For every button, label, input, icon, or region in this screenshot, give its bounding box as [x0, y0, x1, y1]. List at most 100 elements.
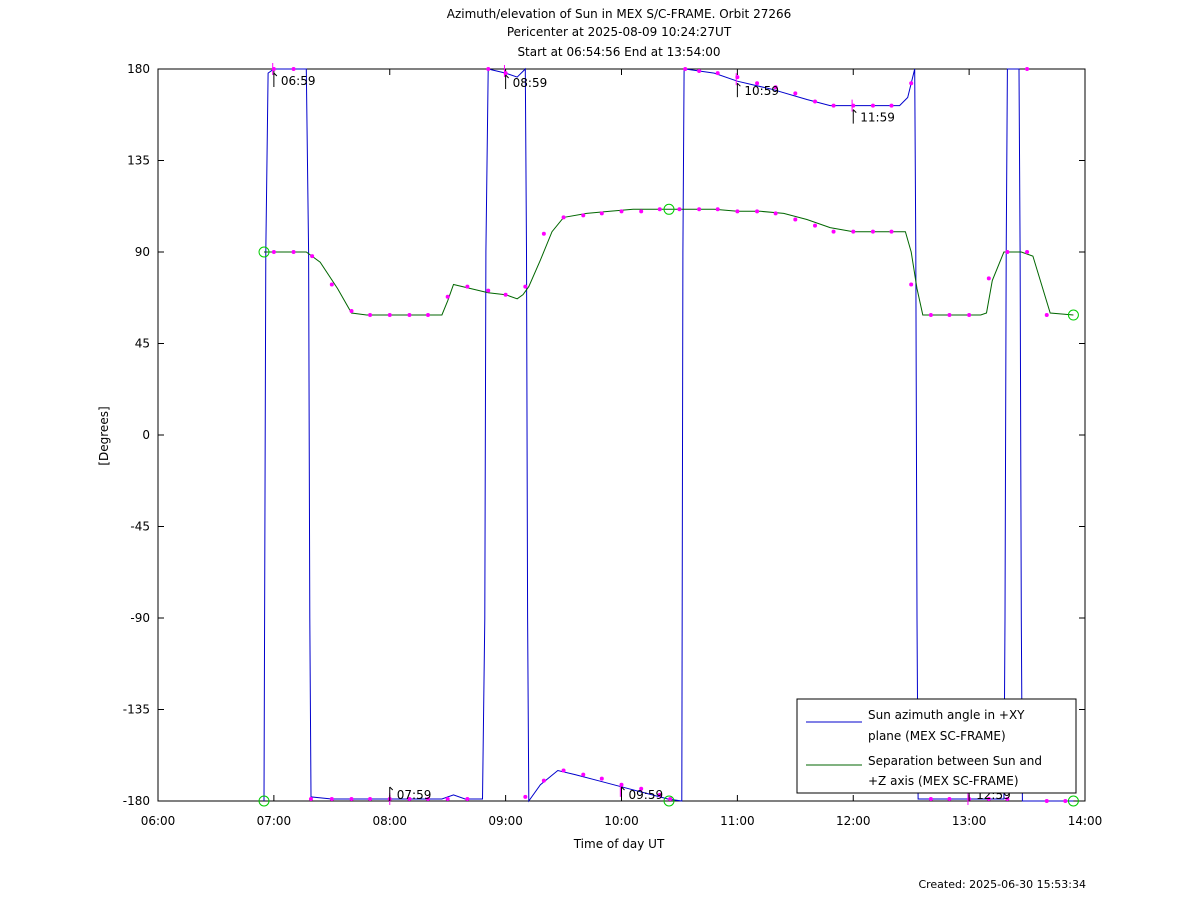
separation-data-point [928, 313, 933, 318]
azimuth-data-point [308, 796, 313, 801]
time-annotation-label: 07:59 [397, 788, 432, 802]
chart-title-line-1: Azimuth/elevation of Sun in MEX S/C-FRAM… [447, 7, 792, 21]
separation-data-point [425, 313, 430, 318]
azimuth-data-point [581, 772, 586, 777]
separation-data-point [986, 276, 991, 281]
azimuth-data-point [813, 99, 818, 104]
azimuth-data-point [683, 67, 688, 71]
azimuth-data-point [668, 796, 673, 801]
y-tick-label: -90 [130, 611, 150, 625]
series-line-azimuth [263, 67, 1074, 803]
chart-title-line-2: Pericenter at 2025-08-09 10:24:27UT [507, 25, 732, 39]
azimuth-data-point [928, 796, 933, 801]
y-tick-label: 135 [127, 154, 150, 168]
separation-data-point [541, 231, 546, 236]
event-circle-marker [663, 795, 675, 807]
separation-data-point [368, 313, 373, 318]
separation-data-point [329, 282, 334, 287]
azimuth-data-point [486, 67, 491, 71]
annotation-pointer-head [505, 74, 509, 79]
separation-data-point [773, 211, 778, 216]
event-circle-marker [663, 203, 675, 215]
separation-data-point [503, 292, 508, 297]
azimuth-data-point [368, 796, 373, 801]
x-tick-label: 14:00 [1068, 814, 1103, 828]
azimuth-data-point [1063, 799, 1068, 803]
x-tick-label: 12:00 [836, 814, 871, 828]
azimuth-data-point [697, 69, 702, 74]
azimuth-data-point [1005, 796, 1010, 801]
separation-data-point [793, 217, 798, 222]
azimuth-data-point [425, 796, 430, 801]
legend-label-azimuth-line-1: Sun azimuth angle in +XY [868, 708, 1025, 722]
separation-data-point [271, 250, 276, 254]
y-tick-label: -45 [130, 520, 150, 534]
separation-data-point [291, 250, 296, 254]
azimuth-data-point [947, 796, 952, 801]
separation-data-point [831, 229, 836, 234]
separation-data-point [735, 209, 740, 214]
azimuth-data-point [541, 778, 546, 783]
azimuth-data-point [755, 81, 760, 86]
separation-data-point [755, 209, 760, 214]
plot-area-frame [157, 68, 1086, 802]
annotation-pointer-head [852, 109, 857, 113]
separation-data-point [967, 313, 972, 318]
legend: Sun azimuth angle in +XY plane (MEX SC-F… [796, 698, 1077, 794]
annotation-pointer-head [737, 82, 741, 87]
separation-data-point [813, 223, 818, 228]
time-annotation-label: 09:59 [629, 788, 664, 802]
azimuth-data-point [657, 792, 662, 797]
separation-data-point [599, 211, 604, 216]
separation-data-point [947, 313, 952, 318]
time-annotation-label: 08:59 [513, 76, 548, 90]
annotation-pointer-head [389, 786, 394, 791]
separation-data-point [523, 284, 528, 289]
separation-data-point [870, 229, 875, 234]
chart-titles: Azimuth/elevation of Sun in MEX S/C-FRAM… [447, 7, 792, 59]
legend-label-separation-line-2: +Z axis (MEX SC-FRAME) [868, 774, 1019, 788]
x-tick-label: 06:00 [141, 814, 176, 828]
separation-data-point [1005, 250, 1010, 254]
azimuth-data-point [599, 776, 604, 781]
y-tick-label: 90 [135, 245, 150, 259]
separation-data-point [619, 209, 624, 214]
azimuth-data-point [349, 796, 354, 801]
y-axis-ticks: 180 135 90 45 0 -45 -90 -135 -180 [123, 62, 1085, 808]
event-circle-marker [258, 246, 270, 258]
azimuth-data-point [465, 796, 470, 801]
separation-data-point [1025, 250, 1030, 254]
separation-data-point [486, 288, 491, 293]
azimuth-data-point [329, 796, 334, 801]
separation-data-point [581, 213, 586, 218]
y-axis-label: [Degrees] [97, 406, 111, 465]
azimuth-data-point [1025, 67, 1030, 71]
azimuth-data-point [1044, 799, 1049, 803]
series-line-separation [264, 208, 1074, 316]
time-annotation-label: 06:59 [281, 74, 316, 88]
separation-data-point [851, 229, 856, 234]
azimuth-data-point [639, 786, 644, 791]
separation-data-point [697, 207, 702, 212]
separation-data-point [465, 284, 470, 289]
x-tick-label: 08:00 [372, 814, 407, 828]
separation-data-point [561, 215, 566, 220]
separation-data-point [349, 308, 354, 313]
x-axis-label: Time of day UT [573, 837, 665, 851]
y-tick-label: 45 [135, 337, 150, 351]
x-tick-label: 10:00 [604, 814, 639, 828]
separation-data-point [1044, 313, 1049, 318]
x-tick-label: 07:00 [257, 814, 292, 828]
y-tick-label: 180 [127, 62, 150, 76]
separation-data-point [639, 209, 644, 214]
chart-title-line-3: Start at 06:54:56 End at 13:54:00 [517, 45, 720, 59]
x-axis-ticks: 06:00 07:00 08:00 09:00 10:00 11:00 12:00 13:00… [141, 69, 1103, 828]
created-timestamp: Created: 2025-06-30 15:53:34 [918, 878, 1086, 891]
separation-data-point [677, 207, 682, 212]
legend-box [796, 698, 1077, 794]
azimuth-data-point [523, 794, 528, 799]
series-layer [263, 67, 1074, 803]
azimuth-data-point [715, 71, 720, 76]
event-circle-marker [258, 795, 270, 807]
